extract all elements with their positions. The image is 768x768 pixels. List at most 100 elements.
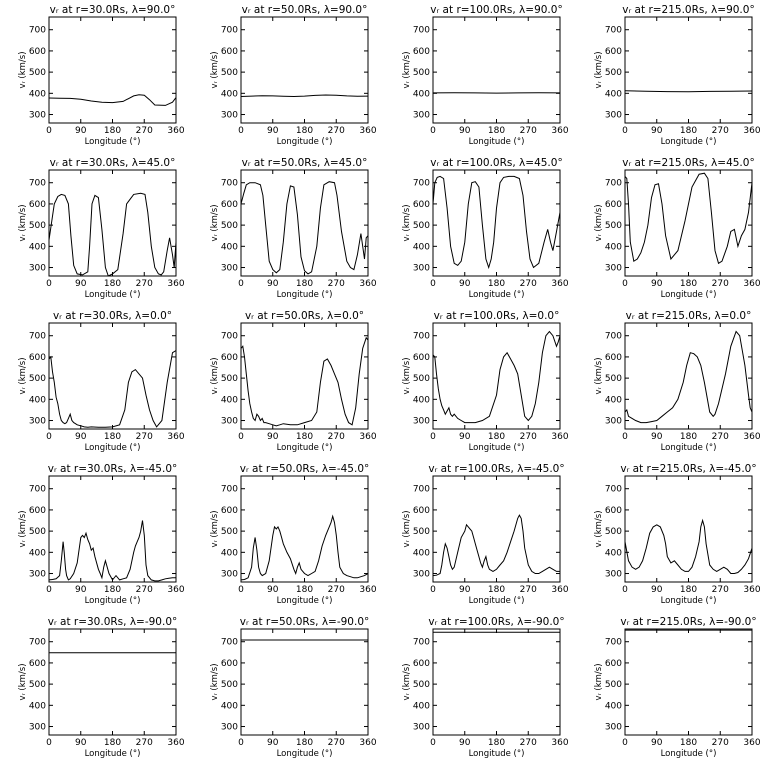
y-axis-label: vᵣ (km/s) bbox=[402, 204, 412, 241]
x-tick-label: 0 bbox=[622, 432, 628, 442]
y-tick-label: 300 bbox=[221, 723, 238, 733]
x-axis-label: Longitude (°) bbox=[277, 596, 333, 606]
chart-panel: vᵣ at r=30.0Rs, λ=-90.0° 0 90 180 270 360 300 4… bbox=[18, 616, 185, 759]
x-axis-label: Longitude (°) bbox=[85, 290, 141, 300]
plot-frame bbox=[432, 16, 561, 124]
y-tick-label: 500 bbox=[413, 221, 430, 231]
series-line bbox=[49, 192, 176, 276]
y-axis-label: vᵣ (km/s) bbox=[210, 204, 220, 241]
chart-panel: vᵣ at r=50.0Rs, λ=90.0° 0 90 180 270 360 300 40… bbox=[210, 4, 377, 147]
x-tick-label: 180 bbox=[488, 279, 505, 289]
plot-frame bbox=[624, 169, 753, 277]
chart-panel: vᵣ at r=50.0Rs, λ=-90.0° 0 90 180 270 360 300 4… bbox=[210, 616, 377, 759]
chart-panel: vᵣ at r=100.0Rs, λ=0.0° 0 90 180 270 360 300 40… bbox=[402, 310, 569, 453]
y-tick-label: 600 bbox=[221, 200, 238, 210]
y-tick-label: 300 bbox=[605, 570, 622, 580]
x-tick-label: 180 bbox=[296, 585, 313, 595]
y-tick-label: 700 bbox=[29, 179, 46, 189]
x-tick-label: 90 bbox=[459, 126, 471, 136]
plot-frame bbox=[240, 475, 369, 583]
series-line bbox=[625, 330, 752, 424]
x-axis-label: Longitude (°) bbox=[85, 443, 141, 453]
x-tick-label: 0 bbox=[430, 585, 436, 595]
y-tick-label: 700 bbox=[605, 26, 622, 36]
x-tick-label: 270 bbox=[136, 279, 153, 289]
y-tick-label: 700 bbox=[29, 485, 46, 495]
x-tick-label: 270 bbox=[520, 738, 537, 748]
x-tick-label: 0 bbox=[46, 126, 52, 136]
y-tick-label: 300 bbox=[29, 417, 46, 427]
x-tick-label: 360 bbox=[167, 585, 184, 595]
y-tick-label: 300 bbox=[29, 723, 46, 733]
x-tick-label: 90 bbox=[75, 126, 87, 136]
x-axis-label: Longitude (°) bbox=[661, 290, 717, 300]
x-tick-label: 360 bbox=[359, 126, 376, 136]
y-tick-label: 500 bbox=[221, 221, 238, 231]
plot-frame bbox=[240, 169, 369, 277]
y-tick-label: 300 bbox=[221, 417, 238, 427]
y-tick-label: 300 bbox=[605, 417, 622, 427]
y-tick-label: 500 bbox=[29, 68, 46, 78]
x-tick-label: 270 bbox=[712, 126, 729, 136]
y-tick-label: 600 bbox=[413, 659, 430, 669]
x-tick-label: 180 bbox=[104, 585, 121, 595]
chart-panel: vᵣ at r=100.0Rs, λ=-45.0° 0 90 180 270 360 300… bbox=[402, 463, 569, 606]
x-tick-label: 180 bbox=[104, 126, 121, 136]
series-line bbox=[241, 336, 368, 427]
y-axis-label: vᵣ (km/s) bbox=[210, 510, 220, 547]
x-tick-label: 180 bbox=[680, 585, 697, 595]
y-tick-label: 700 bbox=[413, 26, 430, 36]
y-tick-label: 600 bbox=[605, 506, 622, 516]
series-line bbox=[241, 94, 368, 98]
y-axis-label: vᵣ (km/s) bbox=[18, 357, 28, 394]
x-tick-label: 90 bbox=[459, 279, 471, 289]
x-tick-label: 0 bbox=[238, 738, 244, 748]
y-tick-label: 400 bbox=[605, 395, 622, 405]
x-tick-label: 270 bbox=[136, 432, 153, 442]
y-tick-label: 600 bbox=[605, 353, 622, 363]
x-axis-label: Longitude (°) bbox=[277, 290, 333, 300]
y-tick-label: 300 bbox=[605, 264, 622, 274]
y-tick-label: 300 bbox=[29, 111, 46, 121]
plot-frame bbox=[48, 628, 177, 736]
x-tick-label: 0 bbox=[430, 738, 436, 748]
x-tick-label: 270 bbox=[520, 126, 537, 136]
plot-frame bbox=[240, 628, 369, 736]
y-tick-label: 400 bbox=[413, 242, 430, 252]
x-tick-label: 180 bbox=[488, 432, 505, 442]
series-line bbox=[49, 520, 176, 582]
x-axis-label: Longitude (°) bbox=[277, 749, 333, 759]
y-tick-label: 400 bbox=[221, 395, 238, 405]
y-tick-label: 700 bbox=[605, 179, 622, 189]
chart-title: vᵣ at r=30.0Rs, λ=45.0° bbox=[50, 157, 176, 169]
x-tick-label: 180 bbox=[488, 126, 505, 136]
y-tick-label: 600 bbox=[413, 47, 430, 57]
y-axis-label: vᵣ (km/s) bbox=[18, 510, 28, 547]
x-tick-label: 0 bbox=[622, 279, 628, 289]
x-tick-label: 0 bbox=[430, 432, 436, 442]
y-tick-label: 600 bbox=[29, 353, 46, 363]
y-tick-label: 700 bbox=[605, 638, 622, 648]
x-tick-label: 270 bbox=[328, 585, 345, 595]
y-tick-label: 500 bbox=[413, 680, 430, 690]
chart-title: vᵣ at r=215.0Rs, λ=0.0° bbox=[626, 310, 752, 322]
chart-title: vᵣ at r=50.0Rs, λ=-45.0° bbox=[240, 463, 370, 475]
x-tick-label: 180 bbox=[680, 126, 697, 136]
x-tick-label: 90 bbox=[651, 432, 663, 442]
x-tick-label: 90 bbox=[75, 738, 87, 748]
x-tick-label: 270 bbox=[328, 738, 345, 748]
series-line bbox=[625, 518, 752, 574]
x-tick-label: 360 bbox=[743, 585, 760, 595]
y-axis-label: vᵣ (km/s) bbox=[210, 51, 220, 88]
y-tick-label: 500 bbox=[413, 68, 430, 78]
y-tick-label: 600 bbox=[605, 47, 622, 57]
x-axis-label: Longitude (°) bbox=[277, 137, 333, 147]
y-tick-label: 700 bbox=[221, 332, 238, 342]
y-tick-label: 400 bbox=[413, 395, 430, 405]
x-tick-label: 0 bbox=[430, 279, 436, 289]
y-tick-label: 300 bbox=[413, 723, 430, 733]
chart-title: vᵣ at r=30.0Rs, λ=0.0° bbox=[53, 310, 172, 322]
y-axis-label: vᵣ (km/s) bbox=[402, 663, 412, 700]
x-tick-label: 0 bbox=[238, 432, 244, 442]
